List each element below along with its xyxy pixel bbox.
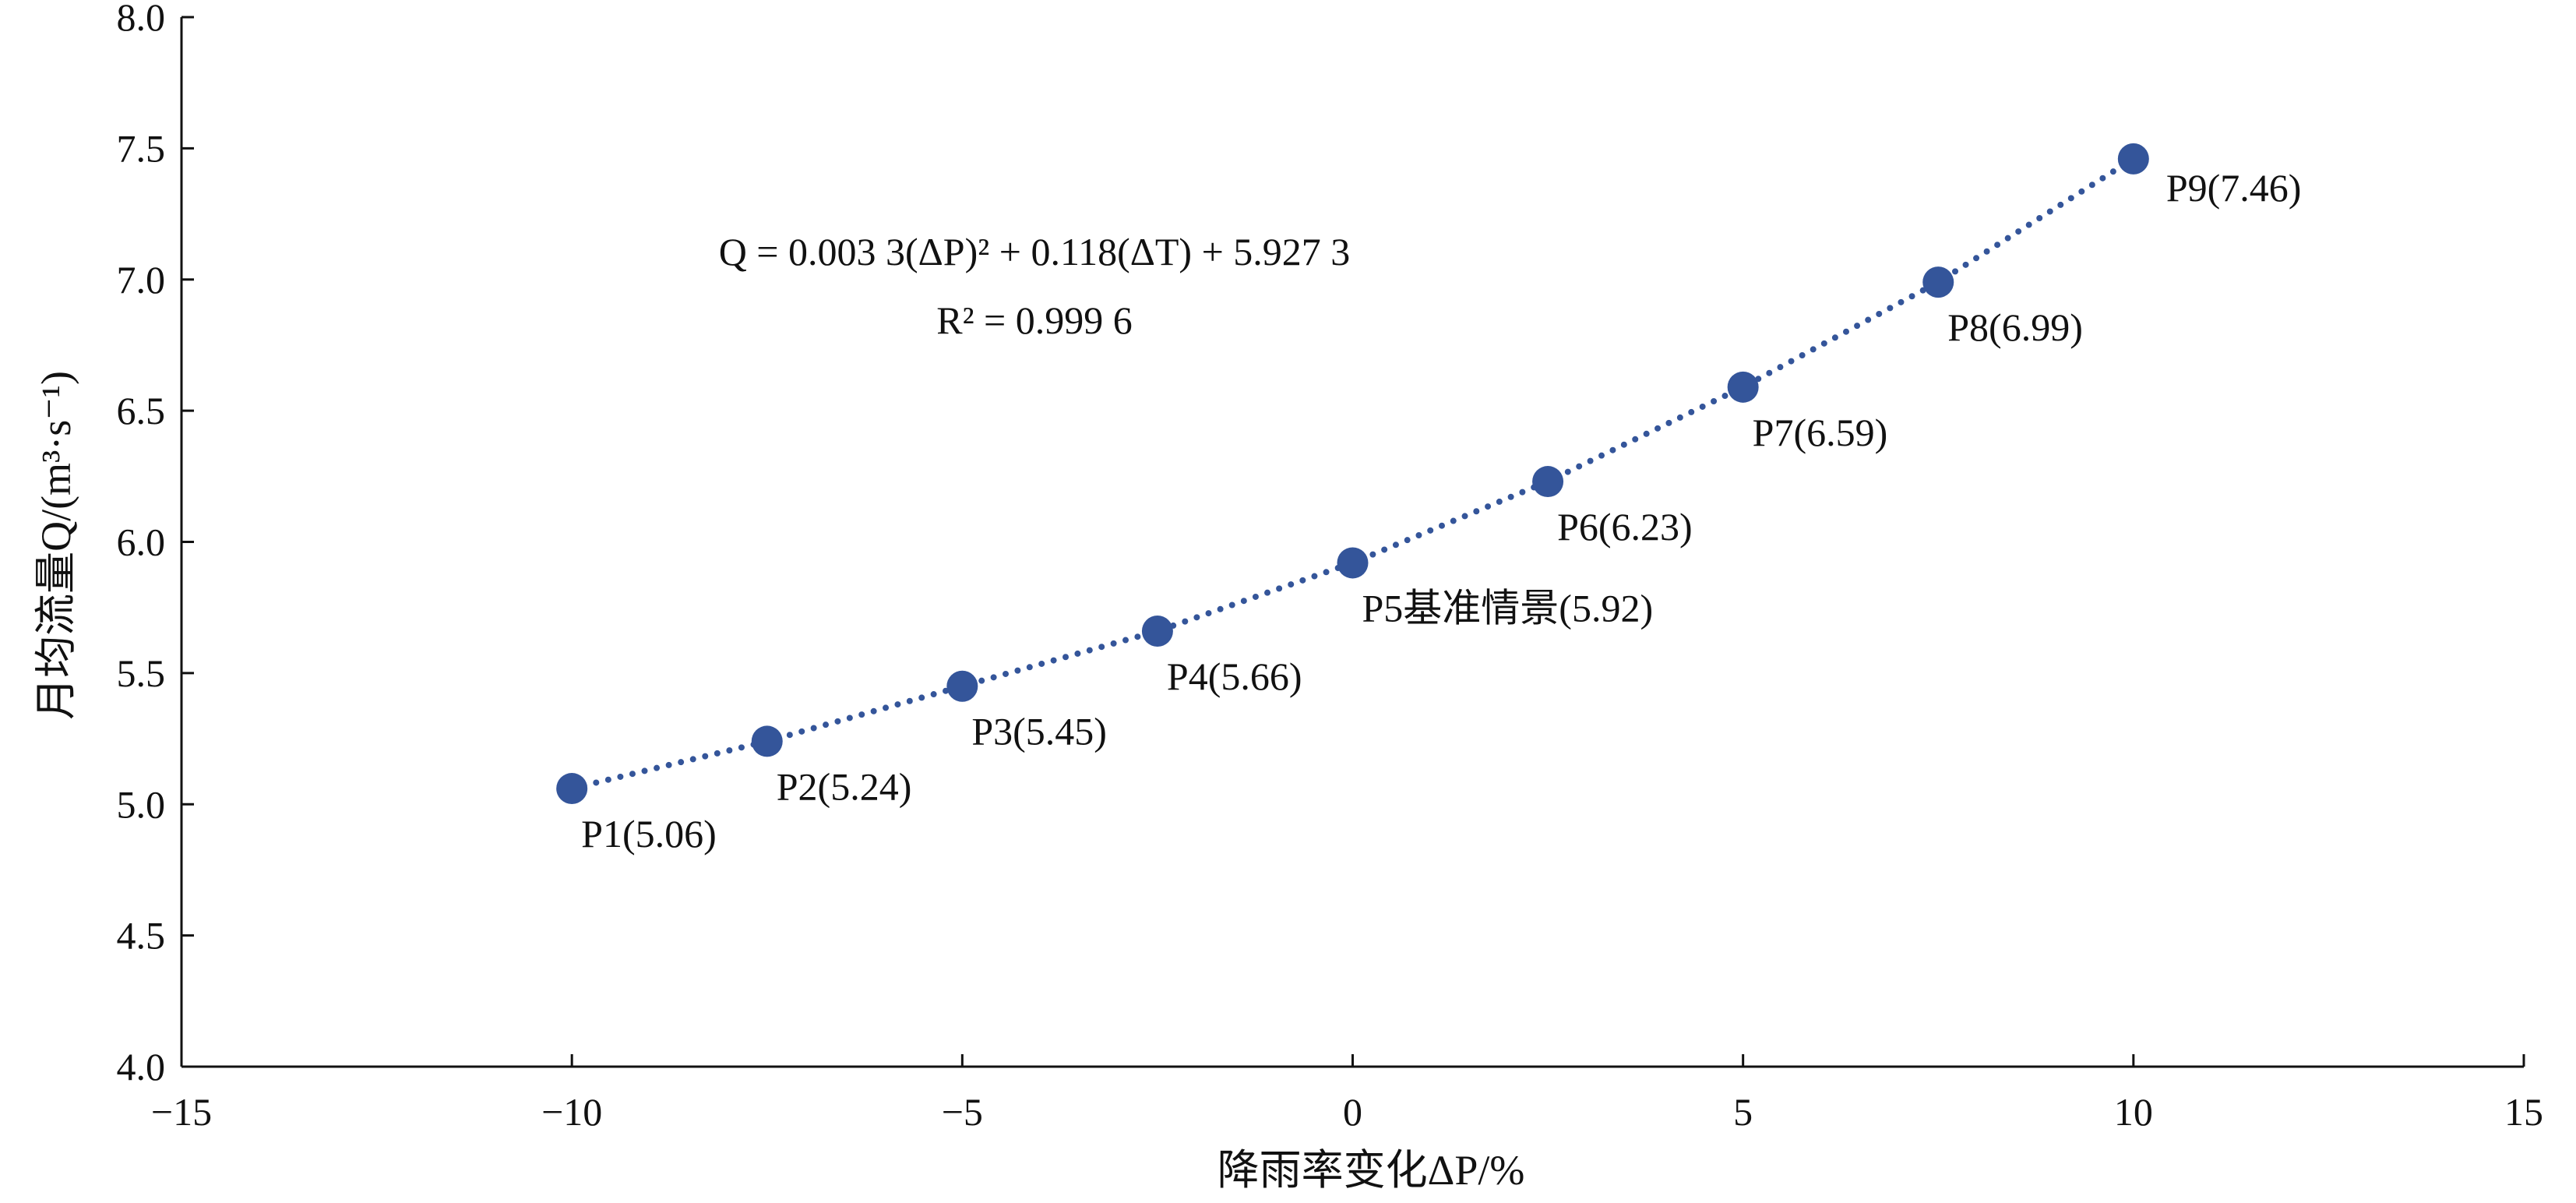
data-point-9 [2117,143,2149,175]
y-tick-label: 8.0 [117,0,166,39]
y-tick-label: 4.5 [117,914,166,958]
equation-annotation: Q = 0.003 3(ΔP)² + 0.118(ΔT) + 5.927 3 [719,230,1351,273]
point-label-7: P7(6.59) [1753,411,1888,454]
point-label-3: P3(5.45) [971,710,1107,753]
x-tick-label: 5 [1733,1090,1753,1134]
data-point-8 [1922,266,1954,298]
point-label-4: P4(5.66) [1167,654,1302,698]
y-tick-label: 4.0 [117,1045,166,1088]
point-label-1: P1(5.06) [581,812,717,856]
data-point-6 [1532,466,1564,498]
x-tick-label: −10 [541,1090,602,1134]
x-tick-label: −15 [151,1090,212,1134]
x-tick-label: 15 [2504,1090,2543,1134]
point-label-8: P8(6.99) [1947,305,2083,349]
point-label-9: P9(7.46) [2166,166,2302,210]
y-tick-label: 5.0 [117,782,166,826]
data-point-5 [1337,547,1369,579]
y-tick-label: 7.5 [117,126,166,170]
data-points [556,143,2149,805]
point-label-2: P2(5.24) [777,764,912,808]
x-tick-label: 10 [2114,1090,2153,1134]
y-tick-label: 6.5 [117,389,166,432]
data-point-7 [1727,371,1759,403]
point-label-5: P5基准情景(5.92) [1362,586,1654,630]
data-point-2 [751,725,783,757]
x-axis-title: 降雨率变化ΔP/% [1218,1147,1525,1194]
y-axis-title: 月均流量Q/(m³·s⁻¹) [33,371,79,720]
point-label-6: P6(6.23) [1557,505,1693,549]
y-tick-label: 7.0 [117,258,166,302]
y-tick-label: 6.0 [117,520,166,564]
y-tick-label: 5.5 [117,651,166,695]
r-squared-annotation: R² = 0.999 6 [936,298,1133,342]
axes: −15 −10 −5 0 5 10 15 4.0 4.5 5.0 5.5 6.0 6.5 7.0 7.5 8.… [117,0,2544,1134]
point-labels: P1(5.06) P2(5.24) P3(5.45) P4(5.66) P5基准情景(5… [581,166,2301,856]
x-tick-label: −5 [942,1090,983,1134]
data-point-3 [946,670,978,702]
data-point-1 [556,773,588,805]
data-point-4 [1141,615,1173,647]
x-tick-label: 0 [1343,1090,1362,1134]
